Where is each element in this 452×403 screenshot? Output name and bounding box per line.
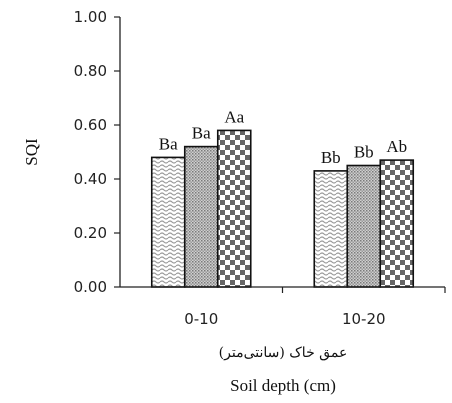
bar [313, 170, 349, 288]
x-axis-title-fa: عمق خاک (سانتی‌متر) [219, 345, 348, 361]
data-label: Ba [159, 134, 178, 153]
bar [150, 156, 186, 288]
y-tick-label: 0.80 [74, 62, 107, 80]
bar [346, 164, 382, 288]
y-tick-label: 0.20 [74, 224, 107, 242]
data-label: Ab [386, 137, 407, 156]
bar [379, 159, 415, 288]
data-label: Ba [192, 124, 211, 143]
y-tick-label: 1.00 [74, 8, 107, 26]
y-tick-label: 0.00 [74, 278, 107, 296]
y-axis-title: SQI [22, 138, 41, 166]
x-tick-label: 0-10 [184, 310, 218, 328]
y-tick-label: 0.40 [74, 170, 107, 188]
x-tick-label: 10-20 [342, 310, 386, 328]
data-label: Bb [321, 148, 341, 167]
y-tick-label: 0.60 [74, 116, 107, 134]
data-label: Bb [354, 143, 374, 162]
bar [183, 145, 219, 288]
bar [216, 129, 252, 288]
data-label: Aa [224, 107, 244, 126]
x-axis-title: Soil depth (cm) [230, 376, 336, 395]
